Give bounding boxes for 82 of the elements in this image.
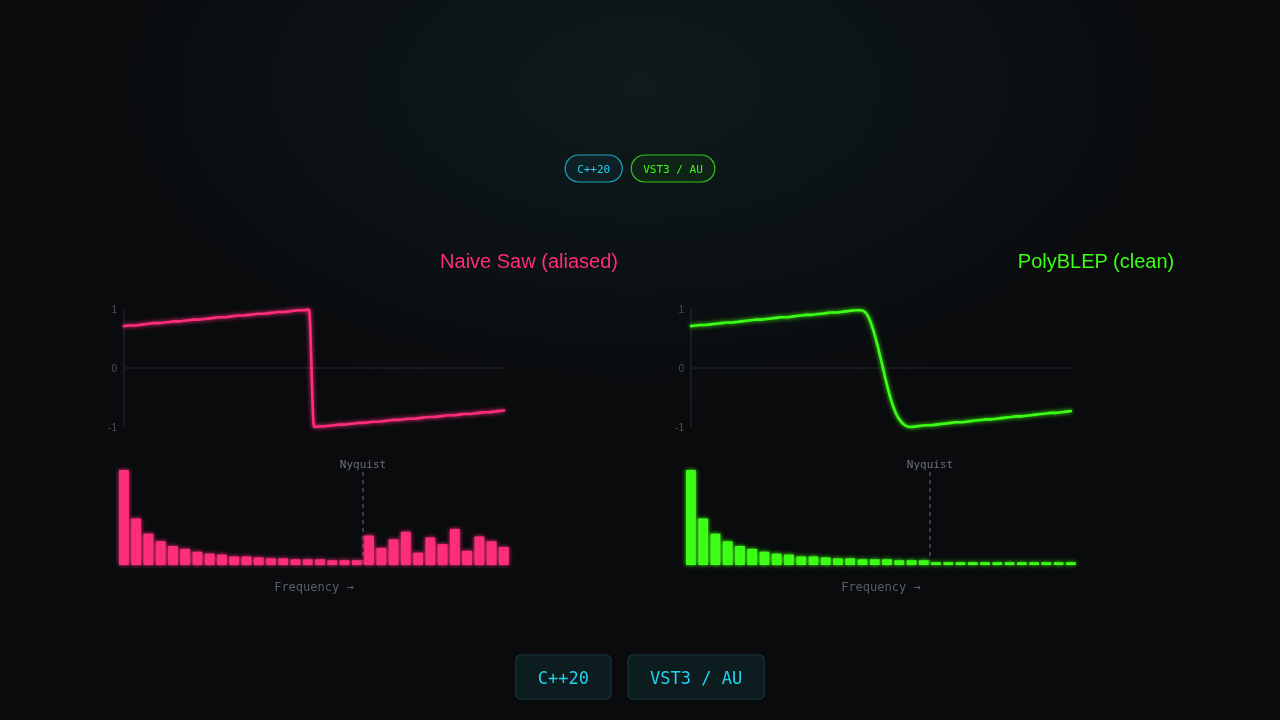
bar — [168, 546, 178, 565]
bar — [229, 556, 240, 565]
bar — [906, 560, 917, 565]
bar — [931, 562, 941, 565]
bar — [943, 562, 954, 565]
x-axis-title: Frequency → — [841, 580, 921, 594]
text: C++20 — [577, 162, 611, 176]
bar — [155, 541, 166, 565]
bar — [425, 537, 436, 565]
bar — [462, 550, 473, 565]
text: C++20 — [537, 667, 590, 688]
annotation: Nyquist — [339, 457, 387, 471]
line-series — [122, 308, 506, 429]
bar — [180, 548, 191, 565]
y-tick-label: 1 — [111, 303, 118, 315]
bar — [967, 562, 978, 565]
bar — [119, 470, 129, 565]
bar — [290, 559, 301, 565]
line-series — [689, 308, 1073, 429]
bar — [192, 551, 203, 565]
bar — [710, 533, 721, 565]
bar — [1004, 562, 1015, 565]
y-tick-label: 0 — [111, 362, 118, 374]
bar — [1029, 562, 1040, 565]
bar — [955, 562, 966, 565]
bar — [845, 558, 856, 565]
bar — [686, 470, 696, 565]
bar — [217, 554, 227, 565]
bar — [315, 559, 325, 565]
bar — [1053, 562, 1064, 565]
bar — [302, 559, 313, 565]
bar — [351, 560, 362, 565]
bar — [869, 559, 880, 565]
bar — [388, 539, 399, 565]
bar — [992, 562, 1003, 565]
bar — [278, 558, 289, 565]
bar — [894, 560, 905, 565]
bar — [857, 559, 868, 565]
bar — [771, 553, 782, 565]
bar — [266, 558, 276, 565]
bar — [437, 544, 448, 565]
bar — [400, 531, 411, 565]
bar — [327, 560, 338, 565]
bar — [759, 551, 770, 565]
annotation: Nyquist — [906, 457, 954, 471]
bar — [1041, 562, 1052, 565]
bar — [784, 554, 794, 565]
bar — [882, 559, 892, 565]
bar — [833, 558, 843, 565]
bar — [241, 556, 252, 565]
bar — [449, 528, 460, 565]
bar — [796, 556, 807, 565]
bar — [918, 560, 929, 565]
text: VST3 / AU — [650, 667, 743, 688]
bar — [722, 541, 733, 565]
bar — [131, 518, 142, 565]
bar — [498, 546, 509, 565]
y-tick-label: 1 — [678, 303, 685, 315]
y-tick-label: 0 — [678, 362, 685, 374]
bar — [747, 548, 758, 565]
bar — [253, 557, 264, 565]
chart-title: Naive Saw (aliased) — [440, 250, 618, 272]
bar — [486, 541, 497, 565]
text: VST3 / AU — [643, 162, 703, 176]
bar — [339, 560, 350, 565]
bar — [980, 562, 990, 565]
y-tick-label: -1 — [675, 421, 685, 433]
chart-title: PolyBLEP (clean) — [1017, 250, 1175, 272]
bar — [364, 535, 374, 565]
y-tick-label: -1 — [108, 421, 118, 433]
bar — [143, 533, 154, 565]
bar — [474, 536, 485, 565]
bar — [820, 557, 831, 565]
bar — [1016, 562, 1027, 565]
bar — [376, 547, 387, 565]
bar — [413, 552, 423, 565]
bar — [808, 556, 819, 565]
bar — [735, 546, 745, 565]
bar — [698, 518, 709, 565]
bar — [204, 553, 215, 565]
x-axis-title: Frequency → — [274, 580, 354, 594]
bar — [1065, 562, 1076, 565]
